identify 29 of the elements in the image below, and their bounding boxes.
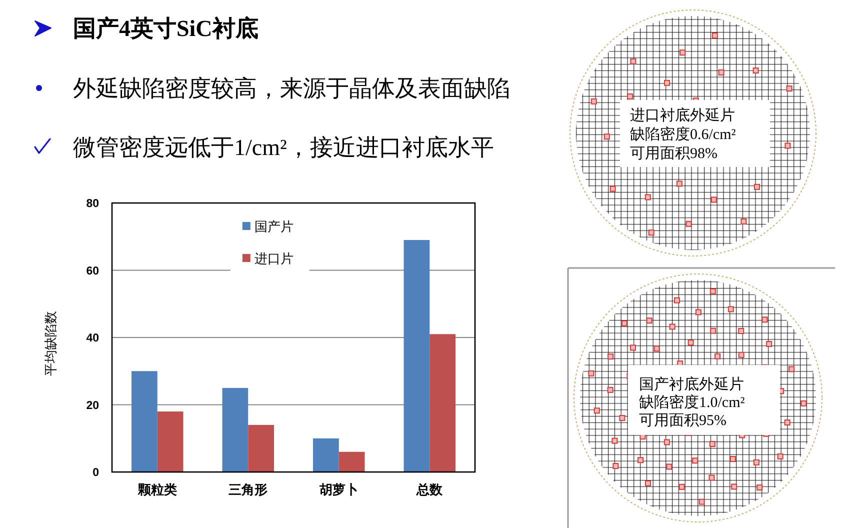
bar xyxy=(157,411,184,472)
y-tick-label: 20 xyxy=(86,400,99,412)
text: 缺陷密度1.0/cm² xyxy=(639,394,746,411)
x-tick-label: 总数 xyxy=(416,482,444,497)
text: 缺陷密度0.6/cm² xyxy=(630,126,736,143)
text: 可用面积95% xyxy=(639,413,726,429)
y-tick-label: 40 xyxy=(86,332,99,344)
legend-label: 国产片 xyxy=(254,219,294,234)
text: 国产衬底外延片 xyxy=(639,376,744,393)
text: 进口衬底外延片 xyxy=(630,107,735,124)
bar xyxy=(404,240,430,472)
legend-label: 进口片 xyxy=(254,251,294,266)
bar xyxy=(222,388,248,472)
y-tick-label: 80 xyxy=(86,198,99,210)
text: 微管密度远低于1/cm²，接近进口衬底水平 xyxy=(73,135,494,160)
x-tick-label: 颗粒类 xyxy=(136,482,177,497)
bar xyxy=(132,371,158,472)
bar xyxy=(313,438,339,472)
y-tick-label: 60 xyxy=(86,265,99,278)
bar xyxy=(338,452,365,472)
bar xyxy=(248,424,274,472)
bar xyxy=(430,334,456,472)
x-tick-label: 胡萝卜 xyxy=(318,482,358,497)
y-tick-label: 0 xyxy=(92,467,99,479)
text: 外延缺陷密度较高，来源于晶体及表面缺陷 xyxy=(73,76,510,101)
x-tick-label: 三角形 xyxy=(228,482,268,497)
y-axis-title: 平均缺陷数 xyxy=(43,311,58,376)
chart-title: 国产4英寸SiC衬底 xyxy=(73,15,258,41)
text: 可用面积98% xyxy=(630,146,718,162)
